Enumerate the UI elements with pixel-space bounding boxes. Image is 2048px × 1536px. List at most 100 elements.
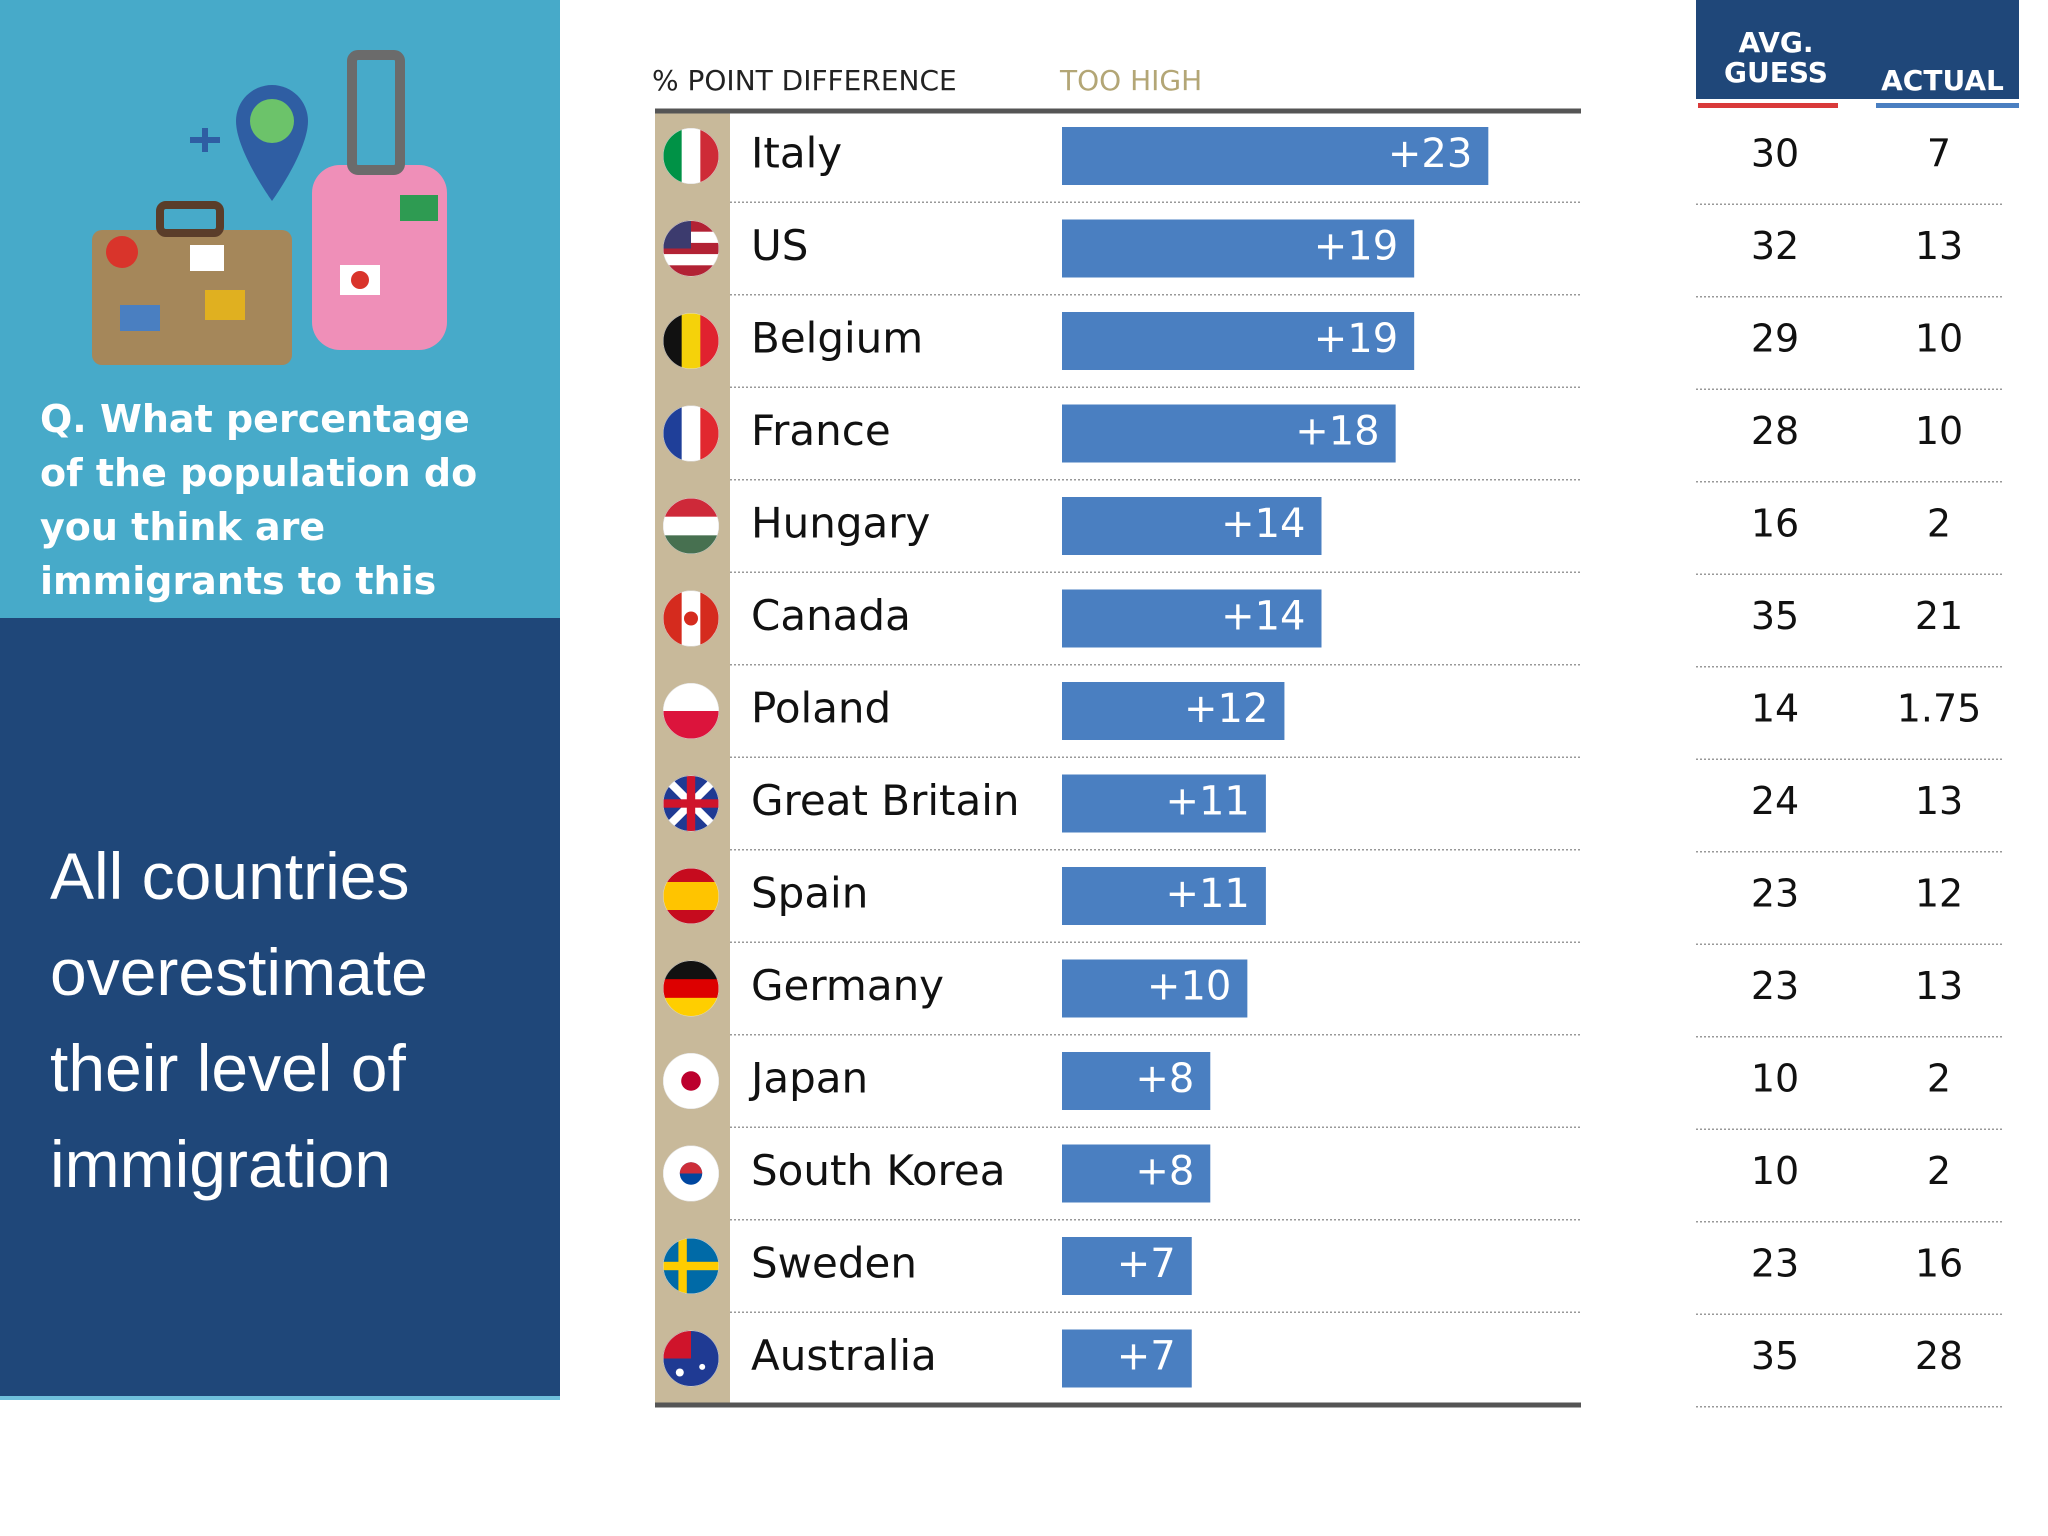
table-cell: 2: [1927, 502, 1951, 546]
flag-part: [681, 1071, 701, 1091]
value-label: +18: [1295, 409, 1379, 455]
flag-part: [686, 775, 696, 832]
bar: [1062, 127, 1489, 185]
globe: [250, 99, 294, 143]
value-label: +10: [1147, 964, 1231, 1010]
table-cell: 28: [1751, 409, 1799, 453]
column-header: AVG. GUESS: [1724, 26, 1828, 89]
category-label: South Korea: [751, 1146, 1005, 1195]
bar: [1062, 682, 1285, 740]
table-cell: 16: [1915, 1242, 1963, 1286]
flag-part: [663, 254, 719, 266]
bar: [1062, 774, 1266, 833]
flag: [663, 313, 719, 369]
flag-part: [678, 1238, 687, 1294]
column-header: ACTUAL: [1881, 64, 2004, 97]
category-label: Canada: [751, 591, 911, 640]
table-cell: 1.75: [1897, 687, 1982, 731]
bar: [1062, 1144, 1211, 1203]
value-label: +8: [1135, 1056, 1194, 1102]
sticker: [190, 245, 224, 271]
table-cell: 10: [1751, 1149, 1799, 1193]
flag-part: [700, 128, 719, 184]
flag-part: [663, 896, 719, 911]
sticker: [205, 290, 245, 320]
table-cell: 7: [1927, 132, 1951, 176]
category-label: US: [751, 221, 808, 270]
value-label: +12: [1184, 686, 1268, 732]
plane: [190, 128, 220, 152]
flag: [663, 775, 719, 832]
flag-strip: [655, 111, 730, 1405]
flag-part: [700, 313, 719, 369]
flag: [663, 1053, 719, 1109]
flag-part: [679, 1162, 703, 1174]
sticker: [120, 305, 160, 331]
table-cell: 2: [1927, 1149, 1951, 1193]
bar: [1062, 959, 1248, 1018]
flag: [663, 960, 719, 1017]
category-label: Spain: [751, 869, 868, 918]
table-cell: 28: [1915, 1334, 1963, 1378]
table-cell: 35: [1751, 1334, 1799, 1378]
backpack-handle: [347, 50, 405, 175]
bar: [1062, 1052, 1211, 1110]
table-cell: 35: [1751, 594, 1799, 638]
category-label: Belgium: [751, 314, 923, 363]
table-cell: 13: [1915, 779, 1963, 823]
table-header: AVG. GUESS ACTUAL: [1696, 0, 2019, 99]
category-label: France: [751, 406, 891, 455]
flag: [663, 1145, 719, 1202]
flag-part: [681, 313, 701, 369]
value-label: +19: [1314, 316, 1398, 362]
value-label: +7: [1117, 1241, 1176, 1287]
category-label: Japan: [748, 1054, 868, 1103]
flag-part: [663, 516, 719, 536]
table-cell: 23: [1751, 964, 1799, 1008]
flag-part: [699, 1363, 706, 1370]
value-label: +11: [1165, 779, 1249, 825]
bar: [1062, 497, 1322, 555]
category-label: Great Britain: [751, 776, 1020, 825]
table-cell: 30: [1751, 132, 1799, 176]
flag: [663, 498, 719, 554]
bar: [1062, 589, 1322, 648]
flag-part: [663, 979, 719, 999]
flag-part: [663, 590, 683, 647]
category-label: Germany: [751, 961, 944, 1010]
table-cell: 29: [1751, 317, 1799, 361]
travel-illustration: [92, 50, 447, 365]
flag-part: [663, 1261, 719, 1271]
sticker: [400, 195, 438, 221]
table-cell: 24: [1751, 779, 1799, 823]
flag-part: [700, 405, 719, 462]
flag-part: [663, 535, 719, 554]
flag-part: [675, 1368, 684, 1377]
flag-part: [663, 882, 719, 897]
value-label: +14: [1221, 594, 1305, 640]
bar: [1062, 404, 1396, 463]
bar: [1062, 219, 1415, 278]
flag-part: [663, 498, 719, 518]
flag-part: [663, 265, 719, 277]
category-label: Australia: [751, 1331, 937, 1380]
category-label: Sweden: [751, 1239, 917, 1288]
headline-panel: [0, 618, 560, 1400]
value-label: +11: [1165, 871, 1249, 917]
flag-part: [684, 611, 698, 626]
category-label: Italy: [751, 129, 842, 178]
flag-part: [681, 128, 701, 184]
table-cell: 10: [1751, 1057, 1799, 1101]
flag: [663, 1238, 719, 1294]
table-cell: 2: [1927, 1057, 1951, 1101]
suitcase: [92, 230, 292, 365]
table-cell: 13: [1915, 964, 1963, 1008]
table-cell: 13: [1915, 224, 1963, 268]
table-cell: 12: [1915, 872, 1963, 916]
bar: [1062, 312, 1415, 370]
flag-part: [681, 405, 701, 462]
axis-label: % POINT DIFFERENCE: [652, 64, 957, 97]
suitcase-handle: [156, 201, 224, 237]
